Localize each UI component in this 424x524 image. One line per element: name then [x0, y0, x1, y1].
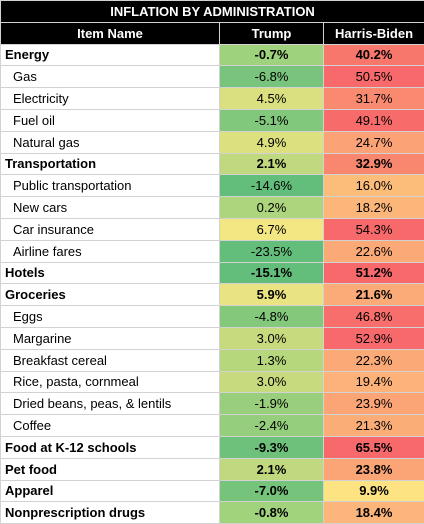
harris-biden-value-cell: 23.9% — [324, 393, 424, 415]
table-row: Gas-6.8%50.5% — [1, 66, 424, 88]
harris-biden-value-cell: 9.9% — [324, 480, 424, 502]
item-name-cell: Public transportation — [1, 175, 220, 197]
trump-value-cell: -1.9% — [220, 393, 324, 415]
item-name-cell: Natural gas — [1, 131, 220, 153]
trump-value-cell: 2.1% — [220, 458, 324, 480]
harris-biden-value-cell: 54.3% — [324, 218, 424, 240]
table-row: Airline fares-23.5%22.6% — [1, 240, 424, 262]
item-name-cell: New cars — [1, 197, 220, 219]
trump-value-cell: 1.3% — [220, 349, 324, 371]
harris-biden-value-cell: 21.6% — [324, 284, 424, 306]
harris-biden-value-cell: 22.6% — [324, 240, 424, 262]
item-name-cell: Nonprescription drugs — [1, 502, 220, 524]
trump-value-cell: -4.8% — [220, 306, 324, 328]
table-row: Food at K-12 schools-9.3%65.5% — [1, 436, 424, 458]
item-name-cell: Gas — [1, 66, 220, 88]
harris-biden-value-cell: 65.5% — [324, 436, 424, 458]
trump-value-cell: -9.3% — [220, 436, 324, 458]
trump-value-cell: -0.7% — [220, 44, 324, 66]
harris-biden-value-cell: 19.4% — [324, 371, 424, 393]
column-header-harris-biden: Harris-Biden — [324, 22, 424, 44]
harris-biden-value-cell: 24.7% — [324, 131, 424, 153]
item-name-cell: Transportation — [1, 153, 220, 175]
harris-biden-value-cell: 22.3% — [324, 349, 424, 371]
table-row: Nonprescription drugs-0.8%18.4% — [1, 502, 424, 524]
harris-biden-value-cell: 23.8% — [324, 458, 424, 480]
trump-value-cell: -23.5% — [220, 240, 324, 262]
trump-value-cell: -2.4% — [220, 415, 324, 437]
table-row: Coffee-2.4%21.3% — [1, 415, 424, 437]
trump-value-cell: 4.5% — [220, 88, 324, 110]
item-name-cell: Hotels — [1, 262, 220, 284]
trump-value-cell: -7.0% — [220, 480, 324, 502]
header-row: Item Name Trump Harris-Biden — [1, 22, 424, 44]
harris-biden-value-cell: 32.9% — [324, 153, 424, 175]
item-name-cell: Eggs — [1, 306, 220, 328]
harris-biden-value-cell: 21.3% — [324, 415, 424, 437]
trump-value-cell: -5.1% — [220, 109, 324, 131]
table-row: Eggs-4.8%46.8% — [1, 306, 424, 328]
trump-value-cell: -14.6% — [220, 175, 324, 197]
item-name-cell: Airline fares — [1, 240, 220, 262]
item-name-cell: Electricity — [1, 88, 220, 110]
table-row: Fuel oil-5.1%49.1% — [1, 109, 424, 131]
harris-biden-value-cell: 18.2% — [324, 197, 424, 219]
harris-biden-value-cell: 49.1% — [324, 109, 424, 131]
trump-value-cell: 4.9% — [220, 131, 324, 153]
harris-biden-value-cell: 31.7% — [324, 88, 424, 110]
harris-biden-value-cell: 16.0% — [324, 175, 424, 197]
harris-biden-value-cell: 18.4% — [324, 502, 424, 524]
trump-value-cell: 0.2% — [220, 197, 324, 219]
table-row: Hotels-15.1%51.2% — [1, 262, 424, 284]
trump-value-cell: -15.1% — [220, 262, 324, 284]
harris-biden-value-cell: 46.8% — [324, 306, 424, 328]
item-name-cell: Groceries — [1, 284, 220, 306]
item-name-cell: Pet food — [1, 458, 220, 480]
item-name-cell: Fuel oil — [1, 109, 220, 131]
item-name-cell: Coffee — [1, 415, 220, 437]
table-row: Apparel-7.0%9.9% — [1, 480, 424, 502]
title-row: INFLATION BY ADMINISTRATION — [1, 1, 424, 23]
trump-value-cell: -6.8% — [220, 66, 324, 88]
table-row: Dried beans, peas, & lentils-1.9%23.9% — [1, 393, 424, 415]
trump-value-cell: -0.8% — [220, 502, 324, 524]
trump-value-cell: 2.1% — [220, 153, 324, 175]
trump-value-cell: 5.9% — [220, 284, 324, 306]
item-name-cell: Energy — [1, 44, 220, 66]
item-name-cell: Car insurance — [1, 218, 220, 240]
item-name-cell: Rice, pasta, cornmeal — [1, 371, 220, 393]
trump-value-cell: 3.0% — [220, 371, 324, 393]
column-header-trump: Trump — [220, 22, 324, 44]
item-name-cell: Apparel — [1, 480, 220, 502]
harris-biden-value-cell: 50.5% — [324, 66, 424, 88]
harris-biden-value-cell: 51.2% — [324, 262, 424, 284]
item-name-cell: Dried beans, peas, & lentils — [1, 393, 220, 415]
table-title: INFLATION BY ADMINISTRATION — [1, 1, 424, 23]
item-name-cell: Food at K-12 schools — [1, 436, 220, 458]
table-row: Energy-0.7%40.2% — [1, 44, 424, 66]
trump-value-cell: 6.7% — [220, 218, 324, 240]
item-name-cell: Margarine — [1, 327, 220, 349]
trump-value-cell: 3.0% — [220, 327, 324, 349]
harris-biden-value-cell: 40.2% — [324, 44, 424, 66]
harris-biden-value-cell: 52.9% — [324, 327, 424, 349]
table-row: Public transportation-14.6%16.0% — [1, 175, 424, 197]
item-name-cell: Breakfast cereal — [1, 349, 220, 371]
column-header-item-name: Item Name — [1, 22, 220, 44]
